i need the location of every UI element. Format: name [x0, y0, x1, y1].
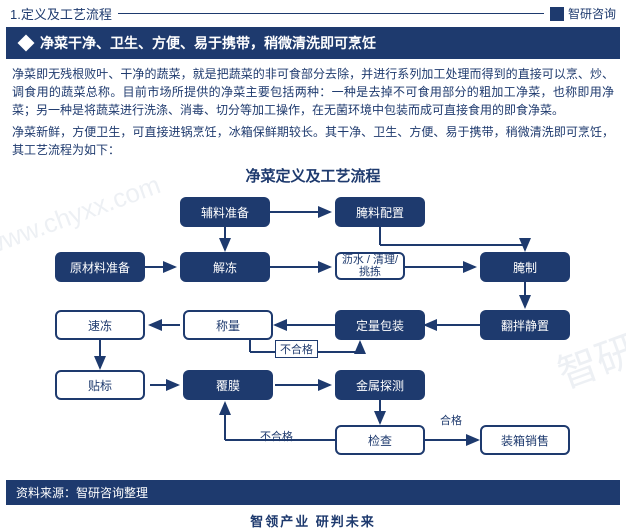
- node-chengliang: 称量: [183, 310, 273, 340]
- paragraph-1: 净菜即无残根败叶、干净的蔬菜，就是把蔬菜的非可食部分去除，并进行系列加工处理而得…: [0, 65, 626, 123]
- node-fuliao: 辅料准备: [180, 197, 270, 227]
- node-jinshu: 金属探测: [335, 370, 425, 400]
- node-fumo: 覆膜: [183, 370, 273, 400]
- node-dingliang: 定量包装: [335, 310, 425, 340]
- node-jiancha: 检查: [335, 425, 425, 455]
- node-fanban: 翻拌静置: [480, 310, 570, 340]
- node-yanliao: 腌料配置: [335, 197, 425, 227]
- title-bar: 净菜干净、卫生、方便、易于携带，稍微清洗即可烹饪: [6, 27, 620, 59]
- title-text: 净菜干净、卫生、方便、易于携带，稍微清洗即可烹饪: [40, 33, 376, 53]
- section-header: 1.定义及工艺流程 智研咨询: [0, 0, 626, 25]
- node-zhuangxiang: 装箱销售: [480, 425, 570, 455]
- label-buhege-2: 不合格: [260, 428, 293, 444]
- node-yanzhi: 腌制: [480, 252, 570, 282]
- header-line: [118, 13, 544, 14]
- source-bar: 资料来源：智研咨询整理: [6, 480, 620, 505]
- paragraph-2: 净菜新鲜，方便卫生，可直接进锅烹饪，冰箱保鲜期较长。其干净、卫生、方便、易于携带…: [0, 123, 626, 163]
- node-yuanliao: 原材料准备: [55, 252, 145, 282]
- section-number: 1.定义及工艺流程: [10, 4, 112, 23]
- flow-title: 净菜定义及工艺流程: [0, 165, 626, 186]
- flowchart: 辅料准备 腌料配置 原材料准备 解冻 沥水 / 清理/挑拣 腌制 速冻 称量 定…: [0, 190, 626, 480]
- label-buhege-1: 不合格: [275, 340, 318, 358]
- brand-icon: [550, 7, 564, 21]
- node-jiedong: 解冻: [180, 252, 270, 282]
- node-tiebiao: 贴标: [55, 370, 145, 400]
- node-sudong: 速冻: [55, 310, 145, 340]
- node-lishui: 沥水 / 清理/挑拣: [335, 252, 405, 280]
- label-hege: 合格: [440, 412, 462, 428]
- footer-tagline: 智领产业 研判未来: [0, 511, 626, 530]
- brand-label: 智研咨询: [568, 5, 616, 22]
- brand: 智研咨询: [550, 5, 616, 22]
- diamond-icon: [18, 35, 35, 52]
